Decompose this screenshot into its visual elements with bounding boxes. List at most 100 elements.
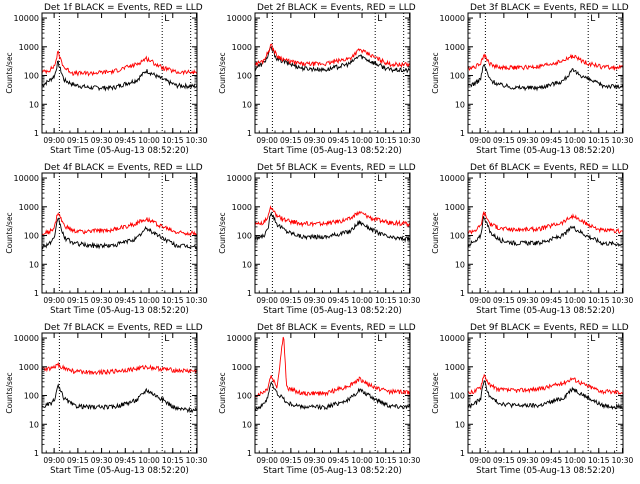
series-events-line <box>254 46 411 74</box>
x-tick-label: 10:30 <box>612 456 634 465</box>
x-tick-label: 09:15 <box>493 296 515 305</box>
marker-label: L <box>590 174 595 184</box>
y-tick-label: 10 <box>29 420 39 429</box>
marker-label: L <box>164 14 169 24</box>
y-tick-label: 10000 <box>14 14 39 23</box>
panel-title: Det 8f BLACK = Events, RED = LLD <box>257 323 416 333</box>
x-axis-label: Start Time (05-Aug-13 08:52:20) <box>263 146 402 156</box>
x-tick-label: 10:30 <box>399 136 421 145</box>
x-tick-label: 09:45 <box>327 456 349 465</box>
x-tick-label: 09:45 <box>327 136 349 145</box>
marker-label: L <box>164 174 169 184</box>
series-events-line <box>41 383 198 414</box>
panel-title: Det 5f BLACK = Events, RED = LLD <box>257 163 416 173</box>
y-tick-label: 1 <box>460 289 465 298</box>
series-events-line <box>41 60 198 92</box>
y-tick-label: 10000 <box>227 334 252 343</box>
panel-title: Det 3f BLACK = Events, RED = LLD <box>470 3 629 13</box>
y-tick-label: 100 <box>237 232 252 241</box>
x-tick-label: 10:15 <box>588 456 610 465</box>
marker-label: L <box>377 334 382 344</box>
series-events-line <box>467 380 624 410</box>
x-tick-label: 09:30 <box>517 296 539 305</box>
plot-frame <box>467 12 624 134</box>
y-axis-label: Counts/sec <box>431 52 440 93</box>
panel-title: Det 6f BLACK = Events, RED = LLD <box>470 163 629 173</box>
x-tick-label: 09:45 <box>327 296 349 305</box>
y-tick-label: 10000 <box>440 334 465 343</box>
y-tick-label: 10000 <box>14 334 39 343</box>
y-tick-label: 10000 <box>227 174 252 183</box>
panel-title: Det 2f BLACK = Events, RED = LLD <box>257 3 416 13</box>
marker-label: L <box>164 334 169 344</box>
x-tick-label: 10:00 <box>351 456 373 465</box>
series-lld-line <box>41 50 198 77</box>
y-tick-label: 100 <box>237 392 252 401</box>
x-tick-label: 10:00 <box>138 136 160 145</box>
plot-frame <box>41 172 198 294</box>
plot-frame <box>41 332 198 454</box>
x-tick-label: 10:15 <box>162 456 184 465</box>
x-tick-label: 10:00 <box>138 296 160 305</box>
x-tick-label: 10:00 <box>351 136 373 145</box>
marker-label: L <box>377 14 382 24</box>
x-tick-label: 10:00 <box>564 456 586 465</box>
y-axis-label: Counts/sec <box>218 212 227 253</box>
x-tick-label: 10:30 <box>399 296 421 305</box>
y-tick-label: 100 <box>24 72 39 81</box>
x-tick-label: 09:45 <box>540 136 562 145</box>
x-axis-label: Start Time (05-Aug-13 08:52:20) <box>476 306 615 316</box>
x-tick-label: 09:00 <box>43 456 65 465</box>
x-tick-label: 10:30 <box>399 456 421 465</box>
y-tick-label: 100 <box>237 72 252 81</box>
panel-title: Det 9f BLACK = Events, RED = LLD <box>470 323 629 333</box>
x-tick-label: 10:15 <box>162 296 184 305</box>
y-tick-label: 10 <box>29 260 39 269</box>
x-tick-label: 09:15 <box>280 136 302 145</box>
x-tick-label: 09:00 <box>256 456 278 465</box>
y-tick-label: 100 <box>24 232 39 241</box>
series-events-line <box>467 63 624 92</box>
y-tick-label: 1 <box>34 289 39 298</box>
marker-label: L <box>590 334 595 344</box>
y-tick-label: 1000 <box>232 43 252 52</box>
x-tick-label: 09:30 <box>91 136 113 145</box>
y-tick-label: 1 <box>247 449 252 458</box>
x-tick-label: 10:15 <box>375 136 397 145</box>
x-tick-label: 10:15 <box>375 456 397 465</box>
series-lld-line <box>254 336 411 398</box>
y-tick-label: 1 <box>34 449 39 458</box>
plot-frame <box>254 332 411 454</box>
x-axis-label: Start Time (05-Aug-13 08:52:20) <box>50 146 189 156</box>
y-tick-label: 100 <box>450 232 465 241</box>
x-tick-label: 10:00 <box>351 296 373 305</box>
x-tick-label: 09:45 <box>540 456 562 465</box>
x-tick-label: 09:30 <box>304 296 326 305</box>
y-tick-label: 1 <box>247 289 252 298</box>
panel-title: Det 4f BLACK = Events, RED = LLD <box>44 163 203 173</box>
series-events-line <box>467 216 624 247</box>
y-axis-label: Counts/sec <box>5 52 14 93</box>
plot-frame <box>467 332 624 454</box>
x-tick-label: 09:15 <box>67 456 89 465</box>
y-tick-label: 1000 <box>445 43 465 52</box>
y-tick-label: 1000 <box>445 363 465 372</box>
series-lld-line <box>41 361 198 376</box>
x-tick-label: 10:00 <box>564 136 586 145</box>
x-tick-label: 09:45 <box>114 456 136 465</box>
y-tick-label: 100 <box>24 392 39 401</box>
x-tick-label: 09:00 <box>469 136 491 145</box>
x-tick-label: 10:30 <box>612 136 634 145</box>
y-tick-label: 10 <box>242 420 252 429</box>
x-tick-label: 09:15 <box>280 296 302 305</box>
x-axis-label: Start Time (05-Aug-13 08:52:20) <box>263 466 402 476</box>
y-tick-label: 1000 <box>19 363 39 372</box>
x-tick-label: 09:30 <box>304 136 326 145</box>
y-tick-label: 10000 <box>14 174 39 183</box>
